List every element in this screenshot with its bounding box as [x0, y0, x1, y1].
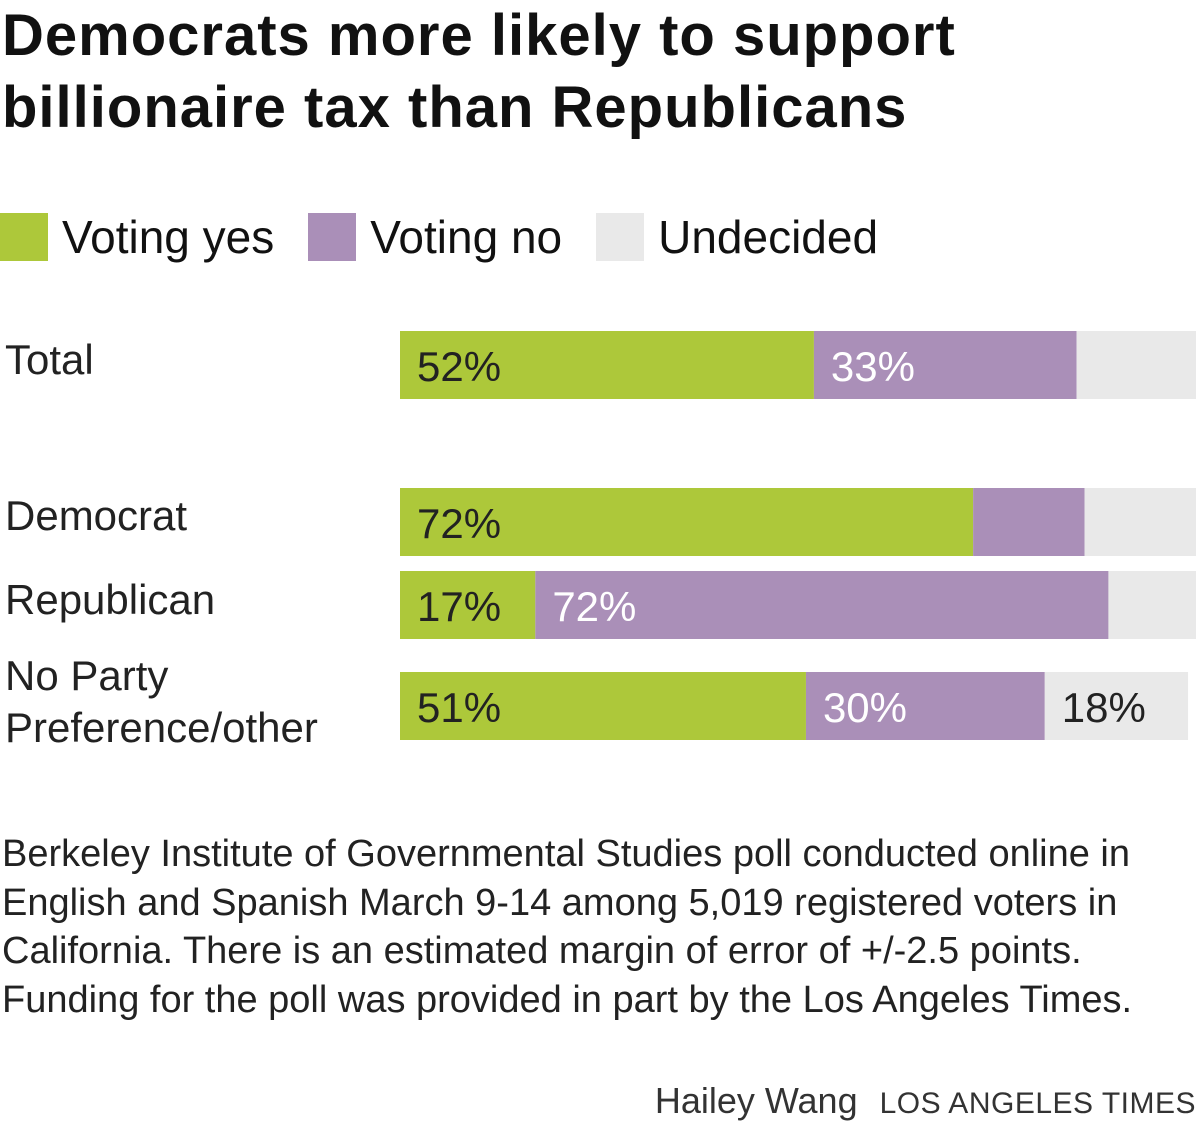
bar-segment: [535, 571, 1109, 639]
data-label: 30%: [823, 684, 907, 731]
organization: LOS ANGELES TIMES: [879, 1087, 1196, 1120]
legend-label: Voting no: [370, 211, 563, 263]
source-note: Berkeley Institute of Governmental Studi…: [2, 833, 1133, 1021]
legend-label: Undecided: [658, 211, 879, 263]
legend-item-no: Voting no: [308, 210, 562, 264]
legend-item-undecided: Undecided: [596, 210, 878, 264]
legend-swatch-no: [308, 213, 357, 261]
legend-label: Voting yes: [62, 211, 275, 263]
category-label: Democrat: [5, 492, 188, 539]
category-label: No Party Preference/other: [5, 652, 318, 751]
bar-segment: [1108, 571, 1196, 639]
legend-swatch-yes: [0, 213, 48, 261]
data-label: 72%: [552, 583, 636, 630]
author: Hailey Wang: [654, 1080, 858, 1121]
data-label: 33%: [831, 343, 915, 390]
bar-segment: [813, 331, 1077, 399]
bar-segment: [400, 672, 806, 740]
data-label: 52%: [417, 343, 501, 390]
bar-segment: [400, 571, 536, 639]
data-label: 18%: [1062, 684, 1146, 731]
bar-segment: [1084, 488, 1196, 556]
bar-chart: 52% 33% 72% 17% 72% 51% 30% 18%: [400, 331, 1196, 740]
bar-segment: [1076, 331, 1196, 399]
legend-item-yes: Voting yes: [0, 210, 274, 264]
category-label: Republican: [5, 576, 216, 623]
bar-segment: [973, 488, 1085, 556]
legend: Voting yes Voting no Undecided: [0, 210, 912, 264]
bar-segment: [1044, 672, 1189, 740]
credit: Hailey Wang LOS ANGELES TIMES: [655, 1080, 1196, 1122]
bar-segment: [400, 331, 814, 399]
legend-swatch-undecided: [596, 213, 645, 261]
data-label: 72%: [417, 500, 501, 547]
data-label: 51%: [417, 684, 501, 731]
bar-segment: [400, 488, 974, 556]
bar-segment: [805, 672, 1045, 740]
data-label: 17%: [417, 583, 501, 630]
chart-title: Democrats more likely to support billion…: [2, 3, 956, 140]
category-label: Total: [5, 336, 94, 383]
